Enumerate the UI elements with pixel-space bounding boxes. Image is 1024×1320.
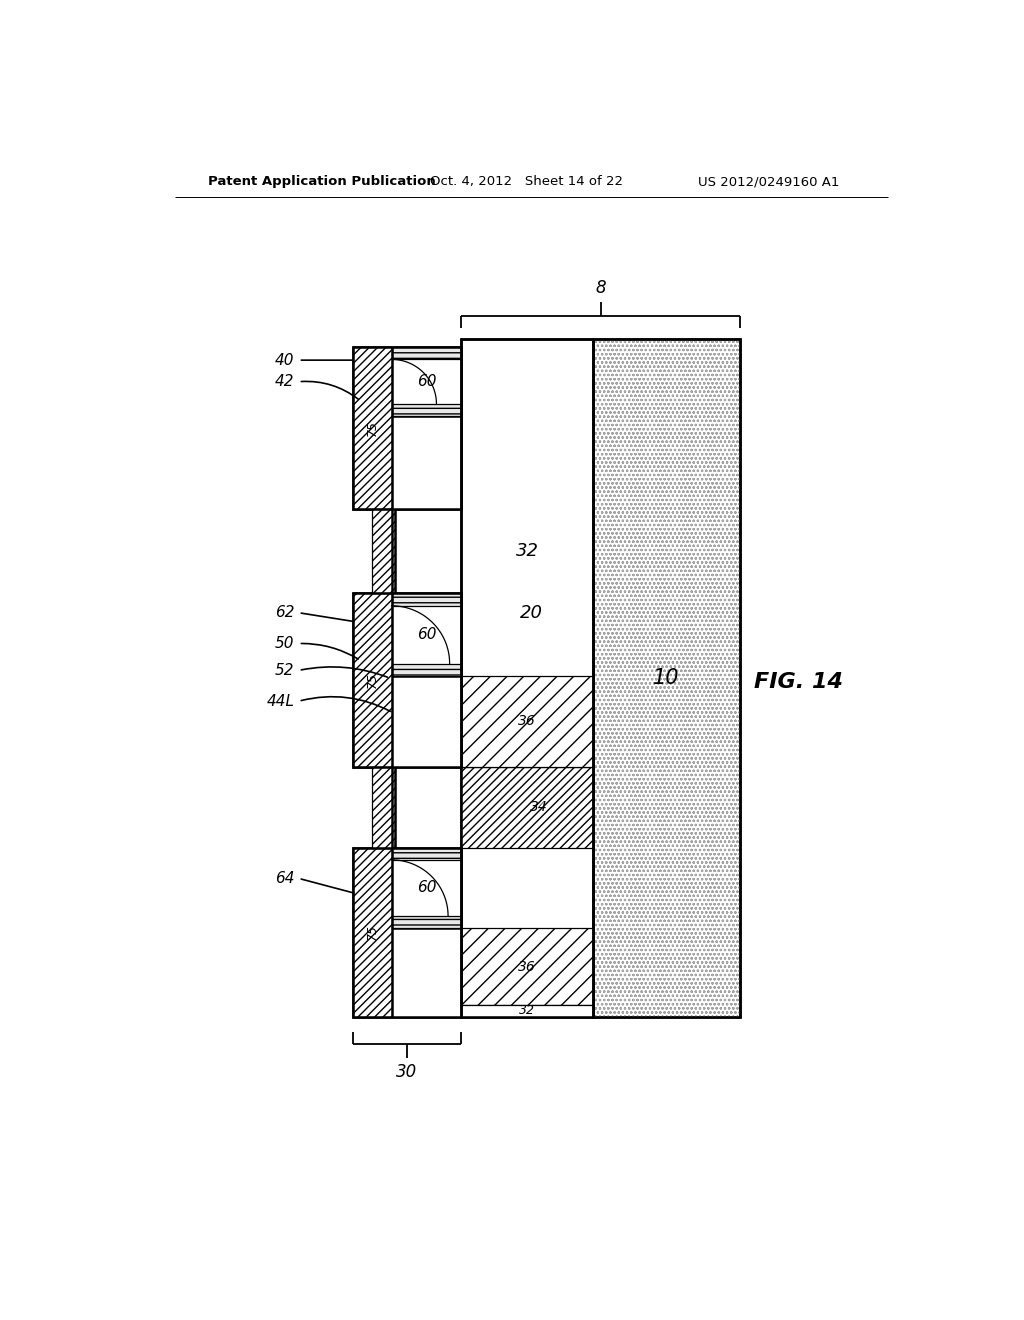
Text: 52: 52	[275, 663, 295, 678]
Text: FIG. 14: FIG. 14	[754, 672, 843, 692]
Bar	[461, 1005, 593, 1016]
Bar	[391, 347, 461, 359]
Bar	[391, 928, 461, 1016]
Text: 50: 50	[275, 636, 295, 651]
Bar	[352, 347, 461, 508]
Bar	[593, 339, 740, 1016]
Bar	[352, 347, 461, 508]
Text: 40: 40	[275, 352, 295, 368]
Bar	[593, 339, 740, 1016]
Text: 32: 32	[519, 1005, 536, 1018]
Bar	[391, 594, 461, 676]
Text: 34: 34	[529, 800, 548, 814]
Text: 60: 60	[417, 374, 436, 389]
Bar	[352, 594, 461, 767]
Text: 42: 42	[275, 374, 295, 389]
Bar	[372, 767, 395, 847]
Text: 60: 60	[417, 627, 436, 642]
Bar	[461, 339, 593, 1016]
Bar	[352, 847, 461, 1016]
Bar	[352, 347, 391, 508]
Bar	[352, 594, 391, 767]
Text: Patent Application Publication: Patent Application Publication	[208, 176, 435, 187]
Text: 60: 60	[417, 880, 436, 895]
Bar	[593, 339, 740, 1016]
Text: 30: 30	[396, 1063, 418, 1081]
Text: 36: 36	[518, 714, 536, 729]
Text: 8: 8	[595, 279, 606, 297]
Bar	[391, 664, 461, 676]
Bar	[352, 847, 391, 1016]
Bar	[352, 594, 461, 767]
Bar	[352, 847, 461, 1016]
Text: 75: 75	[366, 924, 379, 940]
Bar	[391, 916, 461, 928]
Bar	[461, 928, 593, 1005]
Bar	[372, 508, 395, 594]
Text: 44L: 44L	[266, 694, 295, 709]
Text: 32: 32	[516, 543, 539, 560]
Text: 75: 75	[366, 420, 379, 436]
Bar	[391, 347, 461, 416]
Text: 64: 64	[275, 871, 295, 886]
Text: Oct. 4, 2012   Sheet 14 of 22: Oct. 4, 2012 Sheet 14 of 22	[430, 176, 624, 187]
Bar	[461, 767, 593, 847]
Text: 10: 10	[653, 668, 680, 688]
Bar	[391, 847, 461, 928]
Bar	[461, 339, 593, 1016]
Bar	[391, 404, 461, 416]
Text: 75: 75	[366, 672, 379, 688]
Bar	[593, 339, 740, 1016]
Bar	[461, 676, 593, 767]
Text: US 2012/0249160 A1: US 2012/0249160 A1	[697, 176, 839, 187]
Bar	[391, 676, 461, 767]
Text: 36: 36	[518, 960, 536, 974]
Bar	[391, 847, 461, 859]
Bar	[391, 594, 461, 606]
Text: 62: 62	[275, 605, 295, 620]
Text: 20: 20	[519, 603, 543, 622]
Bar	[391, 416, 461, 508]
